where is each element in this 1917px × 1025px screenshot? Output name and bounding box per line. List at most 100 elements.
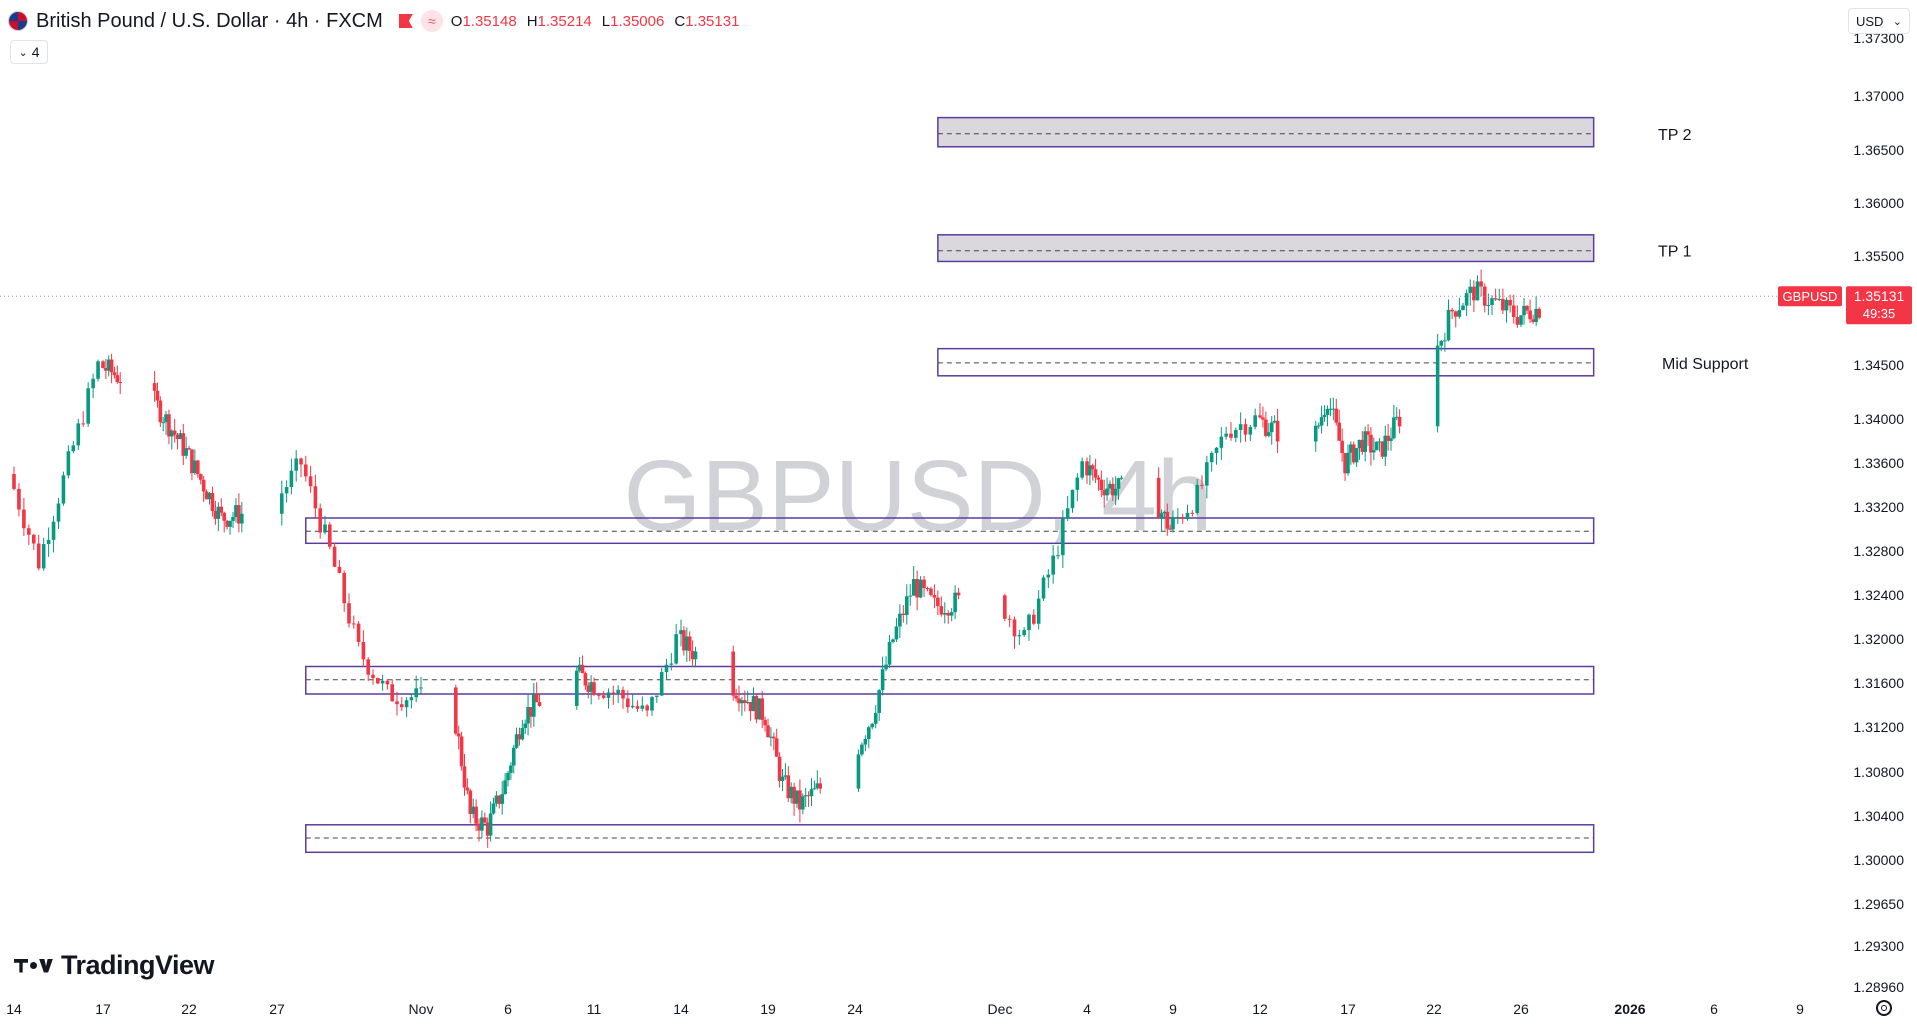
- symbol-tag-label: GBPUSD: [1783, 289, 1838, 304]
- candle-body: [745, 702, 750, 704]
- candle-body: [795, 790, 799, 804]
- tradingview-logo-icon: [14, 958, 53, 973]
- candle-body: [1334, 408, 1339, 423]
- candle-body: [1519, 315, 1523, 325]
- candle-body: [474, 806, 478, 824]
- candle-body: [1105, 488, 1109, 496]
- candle-body: [468, 790, 473, 814]
- candle-body: [1325, 408, 1330, 415]
- candle-body: [685, 636, 689, 651]
- candle-body: [385, 680, 390, 685]
- candle-body: [932, 595, 937, 598]
- candle-body: [115, 375, 120, 383]
- candle-body: [640, 705, 645, 709]
- x-tick-label: 26: [1513, 1001, 1529, 1017]
- zone-label: Mid Support: [1662, 356, 1749, 373]
- candle-body: [1349, 444, 1353, 453]
- x-tick-label: 9: [1169, 1001, 1177, 1017]
- candle-body: [231, 517, 235, 521]
- candle-body: [949, 612, 954, 616]
- candle-body: [1022, 629, 1026, 636]
- last-price-value: 1.35131: [1854, 288, 1905, 304]
- candle-body: [471, 806, 475, 814]
- candle-body: [509, 765, 513, 773]
- candle-body: [1501, 298, 1505, 311]
- candle-body: [798, 790, 802, 810]
- candle-body: [1209, 452, 1214, 463]
- candle-body: [894, 626, 899, 640]
- candle-body: [777, 756, 782, 781]
- currency-select[interactable]: USD ⌄: [1848, 8, 1910, 34]
- candle-body: [743, 700, 747, 704]
- candle-body: [731, 651, 735, 696]
- candle-body: [786, 775, 791, 799]
- candle-body: [737, 698, 741, 704]
- currency-value: USD: [1856, 13, 1884, 29]
- candle-body: [1061, 518, 1065, 556]
- candle-body: [789, 786, 793, 799]
- chart-watermark: GBPUSD, 4h: [623, 440, 1212, 552]
- candle-body: [1088, 465, 1092, 476]
- y-tick-label: 1.32400: [1853, 587, 1904, 603]
- candle-body: [1472, 286, 1476, 301]
- candle-body: [347, 603, 351, 624]
- symbol-header: British Pound / U.S. Dollar · 4h · FXCM …: [8, 8, 739, 34]
- candle-body: [1479, 281, 1483, 287]
- candle-body: [1351, 444, 1356, 463]
- candle-body: [1331, 408, 1336, 410]
- candle-body: [1036, 598, 1041, 624]
- x-tick-label: Nov: [409, 1001, 434, 1017]
- candle-body: [1248, 426, 1253, 435]
- candle-body: [575, 670, 579, 706]
- candle-body: [483, 817, 487, 823]
- candle-body: [207, 492, 212, 500]
- candle-body: [1012, 619, 1017, 637]
- candle-body: [915, 579, 919, 598]
- candle-body: [1176, 516, 1180, 518]
- ohlc-open-value: 1.35148: [462, 12, 517, 30]
- candle-body: [748, 702, 753, 712]
- candle-body: [234, 505, 238, 518]
- candle-body: [922, 579, 926, 589]
- candle-body: [181, 433, 186, 456]
- flag-icon[interactable]: [8, 11, 28, 31]
- zone-box: [937, 234, 1595, 263]
- candle-body: [751, 696, 756, 712]
- candle-body: [792, 786, 796, 804]
- candle-body: [918, 579, 923, 598]
- indicator-toggle-button[interactable]: ⌄ 4: [10, 40, 48, 64]
- candle-body: [500, 794, 504, 804]
- symbol-title[interactable]: British Pound / U.S. Dollar · 4h · FXCM: [36, 9, 383, 32]
- candle-body: [1159, 513, 1164, 519]
- red-flag-icon[interactable]: [398, 14, 413, 28]
- candle-body: [1190, 512, 1195, 514]
- candle-body: [318, 508, 322, 533]
- candle-body: [529, 706, 533, 717]
- candle-body: [1439, 341, 1444, 346]
- candle-body: [904, 596, 909, 616]
- wave-icon[interactable]: ≈: [420, 10, 443, 32]
- tradingview-logo[interactable]: TradingView: [14, 950, 215, 981]
- candle-body: [1224, 433, 1228, 437]
- candle-body: [1162, 511, 1167, 514]
- candle-body: [1200, 484, 1204, 486]
- candle-body: [12, 474, 16, 489]
- candle-body: [1397, 416, 1402, 427]
- candle-body: [942, 613, 947, 615]
- candle-body: [1389, 438, 1393, 441]
- settings-icon[interactable]: [1876, 1000, 1892, 1016]
- candle-body: [210, 492, 215, 511]
- candle-body: [1185, 512, 1190, 519]
- candle-body: [1111, 483, 1115, 496]
- candle-body: [1372, 450, 1376, 453]
- candle-body: [780, 776, 785, 781]
- candle-body: [337, 566, 342, 573]
- candle-body: [1446, 309, 1451, 341]
- candle-body: [356, 623, 361, 643]
- candle-body: [860, 744, 864, 755]
- candle-body: [583, 673, 588, 686]
- y-tick-label: 1.32800: [1853, 543, 1904, 559]
- ohlc-open-key: O: [450, 12, 463, 30]
- candle-body: [939, 606, 944, 615]
